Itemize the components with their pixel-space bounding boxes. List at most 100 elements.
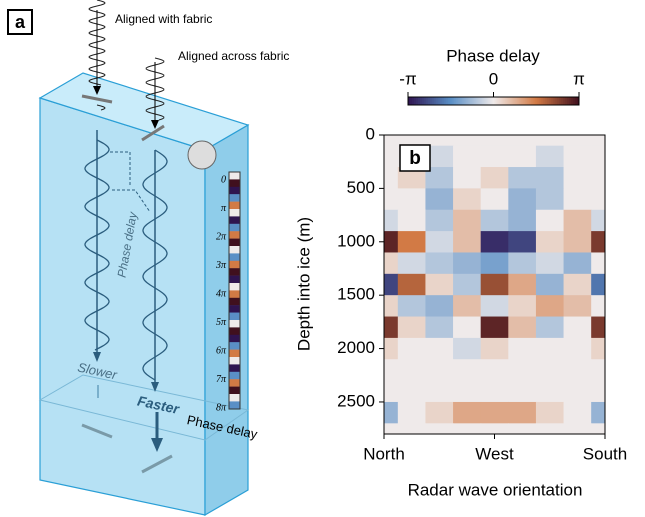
scale-stripe [229, 349, 240, 358]
heatmap-cell [591, 231, 605, 253]
heatmap-cell [425, 337, 454, 360]
scale-stripe [229, 275, 240, 284]
scale-stripe [229, 179, 240, 187]
wave [142, 149, 168, 381]
scale-stripe [229, 386, 240, 395]
colorbar-step [514, 97, 518, 105]
wave [88, 0, 106, 86]
colorbar-step [454, 97, 457, 105]
colorbar-step [430, 97, 433, 105]
colorbar-tick-label: 0 [489, 69, 498, 88]
heatmap-cell [480, 231, 509, 253]
heatmap-cell [563, 273, 592, 296]
heatmap-cell [480, 380, 509, 403]
heatmap-cell [591, 337, 605, 360]
x-tick-label: South [583, 444, 627, 463]
heatmap-cell [384, 209, 399, 232]
heatmap-cell [508, 316, 537, 339]
colorbar-step [488, 97, 491, 105]
heatmap-cell [563, 135, 592, 147]
scale-stripe [229, 297, 240, 306]
colorbar-step [448, 97, 451, 105]
colorbar-step [502, 97, 505, 105]
waves [84, 0, 168, 381]
heatmap-cell [425, 316, 454, 339]
heatmap-cell [397, 359, 426, 382]
colorbar-step [484, 97, 487, 105]
heatmap-cell [563, 252, 592, 275]
y-tick-label: 0 [366, 124, 375, 143]
heatmap-cell [453, 380, 482, 403]
heatmap-cell [453, 231, 482, 253]
heatmap-cell [535, 188, 565, 211]
colorbar-step [564, 97, 568, 105]
heatmap-cell [397, 316, 426, 339]
scale-label: 0 [221, 174, 226, 185]
heatmap-cell [508, 273, 537, 296]
heatmap-cell [453, 135, 482, 147]
polarization [81, 94, 113, 104]
scale-label: 2π [216, 231, 227, 242]
heatmap-cell [384, 252, 399, 275]
ice-front [39, 97, 206, 516]
heatmap-cell [591, 401, 605, 424]
crystal [187, 140, 217, 170]
heatmap-cell [535, 380, 565, 403]
colorbar-step [490, 97, 493, 105]
heatmap-cell [563, 295, 592, 318]
scale-stripe [229, 342, 240, 350]
heatmap-cell [425, 401, 454, 424]
heatmap-cell [453, 188, 482, 211]
heatmap-cell [384, 167, 399, 189]
diagram: a Aligned with fabric Aligned across fab… [7, 0, 289, 517]
heatmap-cell [480, 252, 509, 275]
colorbar-step [408, 97, 411, 105]
colorbar-step [422, 97, 425, 105]
colorbar-tick-label: π [573, 69, 585, 88]
colorbar-step [418, 97, 421, 105]
heatmap-cell [508, 135, 537, 147]
colorbar-step [534, 97, 538, 105]
colorbar-step [432, 97, 435, 105]
heatmap [384, 135, 605, 434]
scale-stripe [229, 394, 240, 402]
heatmap-cell [508, 380, 537, 403]
colorbar-step [494, 97, 497, 105]
colorbar-step [478, 97, 481, 105]
scale-stripe [229, 246, 240, 254]
colorbar-step [530, 97, 534, 105]
wave [145, 57, 165, 121]
heatmap-cell [480, 359, 509, 382]
scale-label: 5π [216, 317, 227, 328]
scale-frame [228, 171, 241, 410]
heatmap-cell [535, 252, 565, 275]
heatmap-cell [508, 423, 537, 434]
heatmap-cell [397, 167, 426, 189]
scale-stripe [229, 401, 240, 409]
scale-label: 7π [216, 374, 227, 385]
scale-stripe [229, 290, 240, 298]
scale-label: 4π [216, 288, 227, 299]
chart: b Phase delay -π 0 π Depth into ice (m) Ra… [294, 46, 627, 499]
x-tick-label: North [363, 444, 405, 463]
heatmap-cell [425, 135, 454, 147]
colorbar-step [474, 97, 477, 105]
colorbar-step [492, 97, 495, 105]
heatmap-cell [384, 359, 399, 382]
heatmap-cell [591, 135, 605, 147]
scale-label: 3π [215, 260, 227, 271]
colorbar-step [532, 97, 536, 105]
colorbar-step [508, 97, 511, 105]
colorbar-step [526, 97, 530, 105]
colorbar-step [464, 97, 467, 105]
polarization [141, 124, 165, 142]
heatmap-cell [397, 231, 426, 253]
colorbar-step [496, 97, 499, 105]
colorbar-step [414, 97, 417, 105]
arrowhead [93, 352, 101, 362]
heatmap-cell [453, 209, 482, 232]
panel-label: b [409, 148, 421, 169]
y-tick-label: 2000 [337, 338, 375, 357]
scale-stripe [229, 172, 240, 180]
